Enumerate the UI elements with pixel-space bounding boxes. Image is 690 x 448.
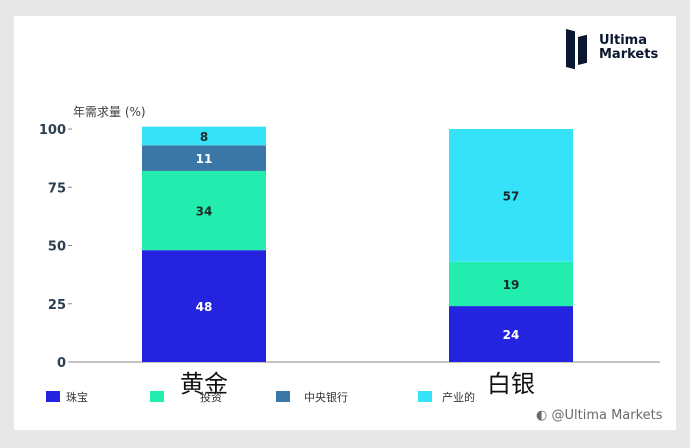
- bar-segment: [142, 170, 266, 251]
- brand-logo: Ultima Markets: [566, 29, 658, 70]
- data-label: 34: [196, 205, 213, 219]
- data-label: 8: [200, 130, 208, 144]
- watermark-text: @Ultima Markets: [551, 408, 663, 423]
- bar-segment: [449, 261, 573, 307]
- legend-label: 中央银行: [304, 390, 348, 404]
- category-label: 黄金: [180, 370, 228, 398]
- legend-label: 产业的: [442, 390, 475, 404]
- legend-label: 投资: [200, 390, 222, 404]
- y-tick-label: 100: [39, 123, 66, 138]
- bar-segment: [449, 129, 573, 262]
- brand-name: Ultima Markets: [599, 34, 658, 62]
- legend-swatch: [150, 391, 164, 402]
- data-label: 19: [503, 278, 520, 292]
- category-label: 白银: [487, 370, 535, 398]
- data-label: 57: [503, 189, 520, 203]
- bar-segment: [449, 306, 573, 362]
- legend-swatch: [418, 391, 432, 402]
- legend-label: 珠宝: [66, 390, 88, 404]
- data-label: 48: [196, 300, 213, 314]
- brand-name-line2: Markets: [599, 47, 659, 62]
- bar-segment: [142, 145, 266, 171]
- watermark: ◐ @Ultima Markets: [536, 408, 663, 423]
- y-tick-label: 75: [48, 181, 66, 196]
- legend-swatch: [276, 391, 290, 402]
- data-label: 24: [503, 328, 520, 342]
- brand-name-line1: Ultima: [599, 33, 648, 48]
- bar-segment: [142, 126, 266, 146]
- y-axis-label: 年需求量 (%): [73, 105, 146, 119]
- bar-segment: [142, 250, 266, 362]
- legend-swatch: [46, 391, 60, 402]
- y-tick-label: 0: [57, 356, 66, 371]
- y-tick-label: 25: [48, 298, 66, 313]
- data-label: 11: [196, 152, 213, 166]
- y-tick-label: 50: [48, 240, 66, 255]
